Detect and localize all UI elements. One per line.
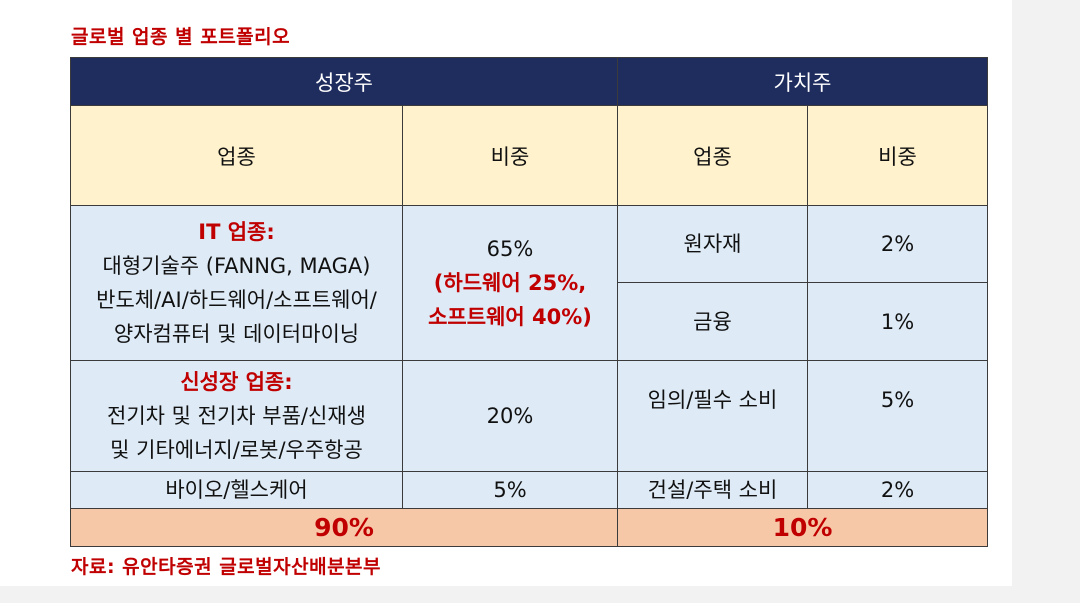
subheader-row: 업종 비중 업종 비중 xyxy=(70,105,988,206)
bio-weight-cell: 5% xyxy=(402,471,618,509)
table-row: 바이오/헬스케어 5% 건설/주택 소비 2% xyxy=(70,471,988,509)
table-row: 금융 1% xyxy=(71,282,988,361)
value-sector-col-header: 업종 xyxy=(617,105,808,206)
total-row: 90% 10% xyxy=(70,508,988,547)
side-margin xyxy=(1012,0,1080,603)
bottom-margin xyxy=(0,586,1080,603)
value-sector-cell: 건설/주택 소비 xyxy=(617,471,808,509)
new-growth-sector-cell: 신성장 업종: 전기차 및 전기차 부품/신재생 및 기타에너지/로봇/우주항공 xyxy=(70,360,403,472)
value-weight-cell: 1% xyxy=(807,282,988,361)
it-sector-line: 반도체/AI/하드웨어/소프트웨어/ xyxy=(96,288,377,312)
growth-total: 90% xyxy=(70,508,618,547)
it-sector-cell: IT 업종: 대형기술주 (FANNG, MAGA) 반도체/AI/하드웨어/소… xyxy=(70,205,403,361)
value-sector-cell: 원자재 xyxy=(617,205,808,283)
new-growth-sector-line: 및 기타에너지/로봇/우주항공 xyxy=(110,438,363,462)
value-sector-cell: 임의/필수 소비 xyxy=(617,360,808,472)
growth-header: 성장주 xyxy=(70,57,618,106)
new-growth-sector-title: 신성장 업종: xyxy=(180,370,293,394)
value-weight-cell: 2% xyxy=(807,205,988,283)
page-title: 글로벌 업종 별 포트폴리오 xyxy=(71,26,291,48)
value-weight-col-header: 비중 xyxy=(807,105,988,206)
new-growth-weight-cell: 20% xyxy=(402,360,618,472)
it-sector-line: 양자컴퓨터 및 데이터마이닝 xyxy=(113,322,360,346)
it-weight-main: 65% xyxy=(486,237,534,261)
bio-sector-cell: 바이오/헬스케어 xyxy=(70,471,403,509)
it-weight-detail: (하드웨어 25%, xyxy=(433,271,587,295)
table-row: IT 업종: 대형기술주 (FANNG, MAGA) 반도체/AI/하드웨어/소… xyxy=(70,205,988,361)
growth-sector-col-header: 업종 xyxy=(70,105,403,206)
it-weight-cell: 65% (하드웨어 25%, 소프트웨어 40%) xyxy=(402,205,618,361)
it-sector-line: 대형기술주 (FANNG, MAGA) xyxy=(102,254,371,278)
value-weight-cell: 2% xyxy=(807,471,988,509)
value-weight-cell: 5% xyxy=(807,360,988,472)
value-sector-cell: 금융 xyxy=(617,282,808,361)
it-sector-title: IT 업종: xyxy=(198,220,275,244)
it-weight-detail: 소프트웨어 40%) xyxy=(428,305,592,329)
value-total: 10% xyxy=(617,508,988,547)
value-header: 가치주 xyxy=(617,57,988,106)
portfolio-table: 성장주 가치주 업종 비중 업종 비중 IT 업종: 대형기술주 (FANNG,… xyxy=(70,57,988,547)
header-row: 성장주 가치주 xyxy=(70,57,988,106)
table-row: 신성장 업종: 전기차 및 전기차 부품/신재생 및 기타에너지/로봇/우주항공… xyxy=(70,360,988,472)
source-note: 자료: 유안타증권 글로벌자산배분본부 xyxy=(71,556,382,578)
new-growth-sector-line: 전기차 및 전기차 부품/신재생 xyxy=(107,404,366,428)
growth-weight-col-header: 비중 xyxy=(402,105,618,206)
